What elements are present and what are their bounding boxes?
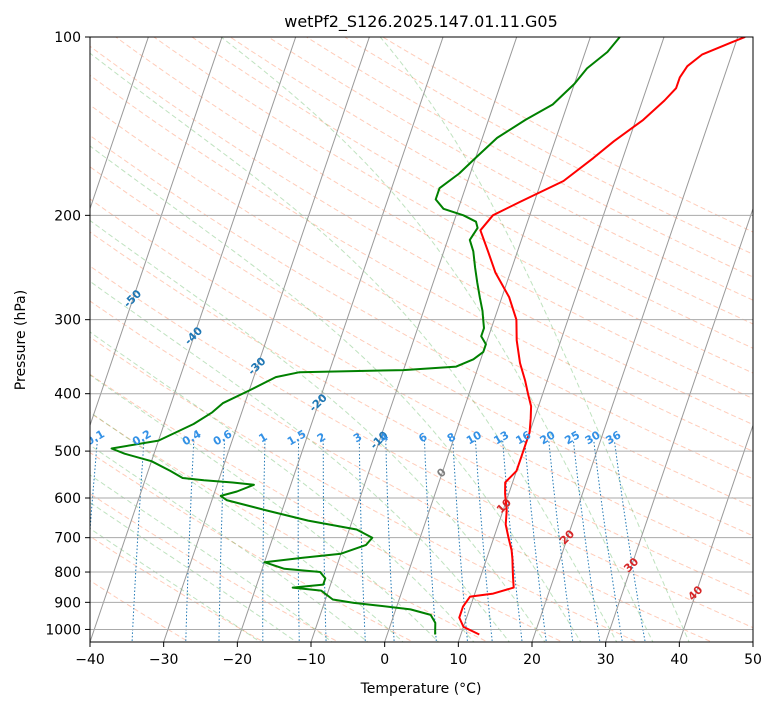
moist-adiabat xyxy=(90,280,511,642)
isotherm-line xyxy=(678,423,753,642)
isotherm-line xyxy=(90,37,297,642)
x-tick-label: 20 xyxy=(523,652,541,668)
x-tick-label: −30 xyxy=(149,652,179,668)
plot-area xyxy=(90,37,753,642)
moist-adiabat xyxy=(379,37,690,642)
x-tick-label: 40 xyxy=(670,652,688,668)
isotherm-line xyxy=(384,37,591,642)
mixing-ratio-line xyxy=(358,440,366,642)
dry-adiabat xyxy=(191,37,753,349)
mixing-ratio-line xyxy=(613,440,646,642)
mixing-ratio-line xyxy=(423,440,437,642)
mixing-ratio-line xyxy=(593,440,623,642)
dewpoint-profile xyxy=(110,37,621,635)
mixing-ratio-line xyxy=(131,440,145,642)
moist-adiabat xyxy=(90,374,440,642)
y-tick-label: 800 xyxy=(54,565,81,581)
plot-frame xyxy=(89,36,754,643)
mixing-ratio-line xyxy=(548,440,574,642)
y-tick-label: 700 xyxy=(54,531,81,547)
x-tick-label: −10 xyxy=(296,652,326,668)
dry-adiabat xyxy=(90,300,713,642)
x-tick-label: −20 xyxy=(223,652,253,668)
y-tick-label: 600 xyxy=(54,491,81,507)
mixing-ratio-line xyxy=(572,440,601,642)
dry-adiabat xyxy=(90,166,753,537)
dry-adiabat xyxy=(229,37,753,325)
y-axis-label: Pressure (hPa) xyxy=(13,290,29,390)
dry-adiabat xyxy=(90,231,753,597)
x-tick-label: −40 xyxy=(75,652,105,668)
isotherm-line xyxy=(90,37,149,211)
mixing-ratio-line xyxy=(475,440,493,642)
y-tick-label: 1000 xyxy=(45,622,81,638)
mixing-ratio-line xyxy=(262,440,266,642)
isotherm-line xyxy=(531,37,739,642)
x-axis: −40 −30 −20 −10 0 10 20 30 40 50 xyxy=(75,642,762,668)
temperature-profile xyxy=(458,37,746,636)
isotherm-line xyxy=(90,37,223,427)
y-tick-label: 900 xyxy=(54,595,81,611)
dry-adiabat xyxy=(267,37,753,301)
mixing-ratio-line xyxy=(524,440,547,642)
y-tick-label: 100 xyxy=(54,30,81,46)
y-tick-label: 400 xyxy=(54,387,81,403)
mixing-ratio-line xyxy=(322,440,327,642)
x-axis-label: Temperature (°C) xyxy=(360,681,482,697)
isotherm-line xyxy=(310,37,518,642)
x-tick-label: 50 xyxy=(744,652,762,668)
mixing-ratio-line xyxy=(218,440,225,642)
moist-adiabat xyxy=(90,474,333,642)
isotherm-line xyxy=(163,37,370,642)
dry-adiabat xyxy=(90,134,753,508)
y-tick-label: 500 xyxy=(54,444,81,460)
mixing-ratio-line xyxy=(297,440,300,642)
mixing-ratio-line xyxy=(185,440,195,642)
x-tick-label: 0 xyxy=(380,652,389,668)
mixing-ratio-line xyxy=(502,440,523,642)
dry-adiabat xyxy=(90,104,753,480)
isotherm-line xyxy=(236,37,444,642)
y-tick-label: 200 xyxy=(54,208,81,224)
x-tick-label: 30 xyxy=(597,652,615,668)
y-axis: 100 200 300 400 500 600 700 800 900 1000 xyxy=(45,30,90,638)
x-tick-label: 10 xyxy=(449,652,467,668)
chart-title: wetPf2_S126.2025.147.01.11.G05 xyxy=(284,12,558,32)
isotherm-line xyxy=(605,207,753,642)
mixing-ratio-line xyxy=(385,440,395,642)
y-tick-label: 300 xyxy=(54,313,81,329)
